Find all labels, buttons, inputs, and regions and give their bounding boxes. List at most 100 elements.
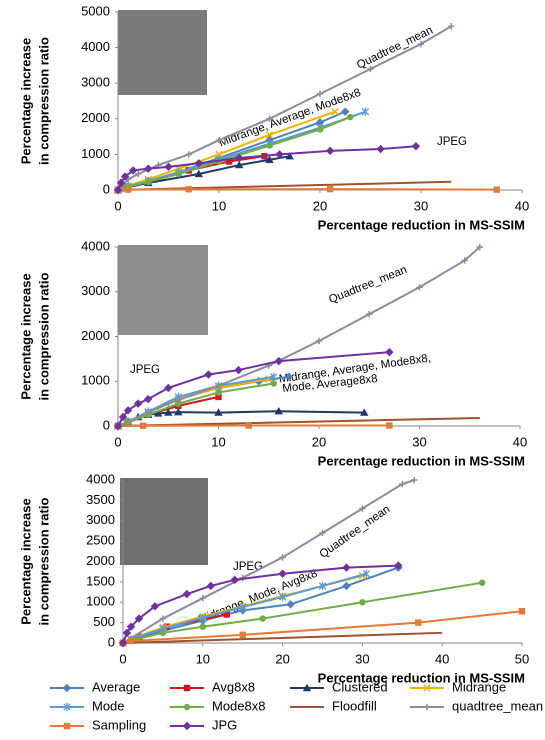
x-tick-label: 40 <box>435 651 449 666</box>
legend-label: Clustered <box>332 679 388 694</box>
marker <box>317 126 323 132</box>
series-line <box>123 611 522 643</box>
x-tick-label: 40 <box>513 434 527 449</box>
y-tick-label: 2000 <box>86 553 115 568</box>
marker <box>186 186 192 192</box>
y-axis-label: in compression ratio <box>36 273 51 401</box>
y-tick-label: 0 <box>103 417 110 432</box>
y-tick-label: 0 <box>103 181 110 196</box>
marker <box>160 630 166 636</box>
y-tick-label: 1000 <box>86 594 115 609</box>
marker <box>327 186 333 192</box>
legend-label: Sampling <box>92 717 146 732</box>
x-tick-label: 30 <box>355 651 369 666</box>
legend-label: Mode8x8 <box>212 698 265 713</box>
marker <box>415 619 421 625</box>
marker <box>376 145 384 153</box>
marker <box>164 384 172 392</box>
legend-label: Floodfill <box>332 698 377 713</box>
x-tick-label: 40 <box>515 198 529 213</box>
x-tick-label: 30 <box>412 434 426 449</box>
x-tick-label: 10 <box>212 198 226 213</box>
marker <box>63 684 71 692</box>
y-tick-label: 4000 <box>86 471 115 486</box>
y-tick-label: 3000 <box>81 75 110 90</box>
marker <box>204 370 212 378</box>
x-tick-label: 10 <box>211 434 225 449</box>
marker <box>347 114 353 120</box>
image-thumbnail <box>120 478 208 565</box>
y-tick-label: 2500 <box>86 533 115 548</box>
marker <box>386 422 392 428</box>
image-thumbnail <box>118 10 207 95</box>
y-tick-label: 5000 <box>81 3 110 18</box>
marker <box>342 582 350 590</box>
marker <box>144 395 152 403</box>
x-tick-label: 0 <box>114 198 121 213</box>
y-tick-label: 3000 <box>86 512 115 527</box>
marker <box>359 599 365 605</box>
marker <box>411 477 417 483</box>
annotation: JPEG <box>233 561 263 573</box>
marker <box>494 186 500 192</box>
marker <box>125 186 131 192</box>
x-tick-label: 20 <box>313 198 327 213</box>
marker <box>266 142 272 148</box>
marker <box>245 422 251 428</box>
y-axis-label: Percentage increase <box>18 498 33 624</box>
marker <box>278 570 286 578</box>
marker <box>128 638 134 644</box>
marker <box>200 624 206 630</box>
legend-label: Avg8x8 <box>212 679 255 694</box>
marker <box>234 366 242 374</box>
marker <box>326 147 334 155</box>
x-tick-label: 50 <box>515 651 529 666</box>
y-tick-label: 4000 <box>81 39 110 54</box>
series-line <box>118 189 497 190</box>
marker <box>164 163 172 171</box>
x-tick-label: 0 <box>119 651 126 666</box>
y-axis-label: Percentage increase <box>18 38 33 164</box>
marker <box>240 632 246 638</box>
x-tick-label: 0 <box>114 434 121 449</box>
annotation: JPEG <box>130 364 160 376</box>
marker <box>412 142 420 150</box>
y-axis-label: Percentage increase <box>18 273 33 399</box>
figure: Quadtree_mean Midrange, Average, Mode8x8… <box>0 0 545 735</box>
annotation: Quadtree_mean <box>355 24 435 71</box>
legend-label: Midrange <box>452 679 506 694</box>
legend-label: Mode <box>92 698 125 713</box>
marker <box>183 590 191 598</box>
y-tick-label: 1500 <box>86 573 115 588</box>
y-tick-label: 2000 <box>81 110 110 125</box>
y-tick-label: 3000 <box>81 283 110 298</box>
y-tick-label: 1000 <box>81 146 110 161</box>
marker <box>207 582 215 590</box>
marker <box>519 608 525 614</box>
series-line <box>118 156 290 190</box>
marker <box>140 423 146 429</box>
marker <box>175 171 181 177</box>
y-axis-label: in compression ratio <box>36 37 51 165</box>
marker <box>286 600 294 608</box>
marker <box>186 151 192 157</box>
y-tick-label: 4000 <box>81 238 110 253</box>
y-axis-label: in compression ratio <box>36 498 51 626</box>
marker <box>64 723 70 729</box>
annotation: JPEG <box>437 136 467 148</box>
legend-label: Average <box>92 679 140 694</box>
marker <box>342 563 350 571</box>
marker <box>385 348 393 356</box>
marker <box>424 704 430 710</box>
marker <box>271 380 277 386</box>
x-axis-label: Percentage reduction in MS-SSIM <box>318 217 525 232</box>
image-thumbnail <box>118 245 208 335</box>
x-axis-label: Percentage reduction in MS-SSIM <box>318 453 525 468</box>
y-tick-label: 3500 <box>86 492 115 507</box>
y-tick-label: 1000 <box>81 373 110 388</box>
marker <box>184 685 190 691</box>
marker <box>317 91 323 97</box>
x-tick-label: 30 <box>414 198 428 213</box>
y-tick-label: 0 <box>108 634 115 649</box>
marker <box>479 579 485 585</box>
